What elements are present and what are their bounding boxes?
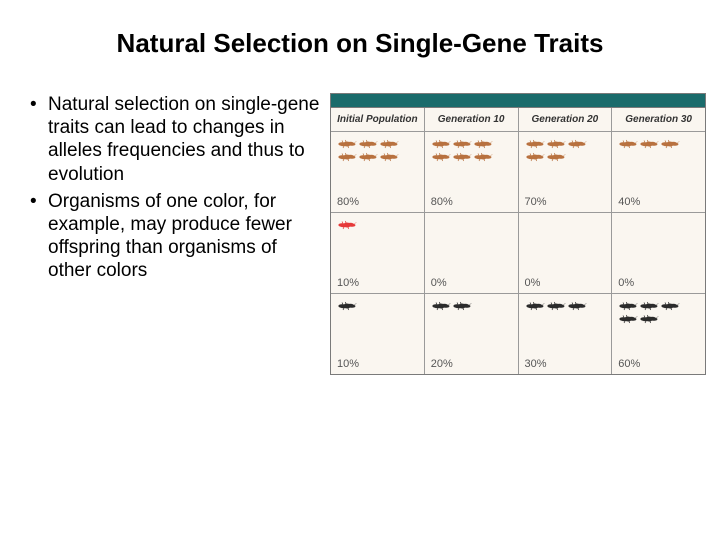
lizard-icon <box>567 300 587 312</box>
table-row: 10% 0% 0% 0% <box>331 213 705 294</box>
bullet-item: • Natural selection on single-gene trait… <box>30 93 320 186</box>
table-body: 80% 80% 70% 40% 10% 0% 0% 0% 10% 20% 30% 60% <box>331 132 705 374</box>
table-cell: 80% <box>331 132 425 212</box>
content-row: • Natural selection on single-gene trait… <box>0 77 720 375</box>
lizard-icon <box>473 138 493 150</box>
percentage-label: 10% <box>333 358 359 370</box>
lizard-icon <box>452 300 472 312</box>
lizard-icon <box>546 300 566 312</box>
percentage-label: 80% <box>427 196 453 208</box>
lizard-group <box>429 298 514 346</box>
lizard-icon <box>660 138 680 150</box>
percentage-label: 10% <box>333 277 359 289</box>
table-cell: 40% <box>612 132 705 212</box>
table-row: 80% 80% 70% 40% <box>331 132 705 213</box>
table-banner <box>331 94 705 108</box>
lizard-icon <box>452 151 472 163</box>
lizard-icon <box>525 300 545 312</box>
table-cell: 20% <box>425 294 519 374</box>
percentage-label: 80% <box>333 196 359 208</box>
lizard-icon <box>525 151 545 163</box>
lizard-group <box>335 136 420 184</box>
lizard-group <box>616 298 701 346</box>
bullet-text: Natural selection on single-gene traits … <box>48 93 320 186</box>
lizard-icon <box>431 138 451 150</box>
lizard-group <box>429 136 514 184</box>
lizard-group <box>335 298 420 346</box>
table-cell: 30% <box>519 294 613 374</box>
lizard-icon <box>567 138 587 150</box>
table-cell: 0% <box>425 213 519 293</box>
lizard-icon <box>639 300 659 312</box>
lizard-icon <box>525 138 545 150</box>
lizard-icon <box>358 151 378 163</box>
lizard-table: Initial Population Generation 10 Generat… <box>330 93 706 375</box>
lizard-icon <box>379 151 399 163</box>
lizard-group <box>616 136 701 184</box>
column-header: Initial Population <box>331 108 425 131</box>
lizard-icon <box>639 138 659 150</box>
percentage-label: 60% <box>614 358 640 370</box>
lizard-icon <box>379 138 399 150</box>
bullet-item: • Organisms of one color, for example, m… <box>30 190 320 283</box>
table-cell: 10% <box>331 213 425 293</box>
lizard-group <box>429 217 514 265</box>
lizard-group <box>523 217 608 265</box>
lizard-icon <box>660 300 680 312</box>
bullet-column: • Natural selection on single-gene trait… <box>30 93 330 375</box>
column-header: Generation 30 <box>612 108 705 131</box>
lizard-icon <box>546 151 566 163</box>
bullet-dot-icon: • <box>30 190 48 283</box>
lizard-group <box>523 298 608 346</box>
bullet-text: Organisms of one color, for example, may… <box>48 190 320 283</box>
table-row: 10% 20% 30% 60% <box>331 294 705 374</box>
lizard-icon <box>473 151 493 163</box>
lizard-group <box>335 217 420 265</box>
table-cell: 80% <box>425 132 519 212</box>
lizard-icon <box>618 300 638 312</box>
lizard-icon <box>337 300 357 312</box>
page-title: Natural Selection on Single-Gene Traits <box>0 0 720 77</box>
table-cell: 70% <box>519 132 613 212</box>
table-cell: 0% <box>612 213 705 293</box>
lizard-group <box>616 217 701 265</box>
chart-column: Initial Population Generation 10 Generat… <box>330 93 720 375</box>
lizard-icon <box>431 300 451 312</box>
table-cell: 10% <box>331 294 425 374</box>
lizard-icon <box>618 138 638 150</box>
lizard-icon <box>337 138 357 150</box>
lizard-group <box>523 136 608 184</box>
bullet-dot-icon: • <box>30 93 48 186</box>
lizard-icon <box>337 219 357 231</box>
lizard-icon <box>358 138 378 150</box>
lizard-icon <box>337 151 357 163</box>
column-header: Generation 10 <box>425 108 519 131</box>
lizard-icon <box>639 313 659 325</box>
table-cell: 60% <box>612 294 705 374</box>
lizard-icon <box>546 138 566 150</box>
percentage-label: 20% <box>427 358 453 370</box>
percentage-label: 0% <box>427 277 447 289</box>
column-header: Generation 20 <box>519 108 613 131</box>
lizard-icon <box>618 313 638 325</box>
percentage-label: 30% <box>521 358 547 370</box>
table-cell: 0% <box>519 213 613 293</box>
percentage-label: 0% <box>614 277 634 289</box>
percentage-label: 0% <box>521 277 541 289</box>
percentage-label: 40% <box>614 196 640 208</box>
lizard-icon <box>452 138 472 150</box>
percentage-label: 70% <box>521 196 547 208</box>
lizard-icon <box>431 151 451 163</box>
table-header-row: Initial Population Generation 10 Generat… <box>331 108 705 132</box>
